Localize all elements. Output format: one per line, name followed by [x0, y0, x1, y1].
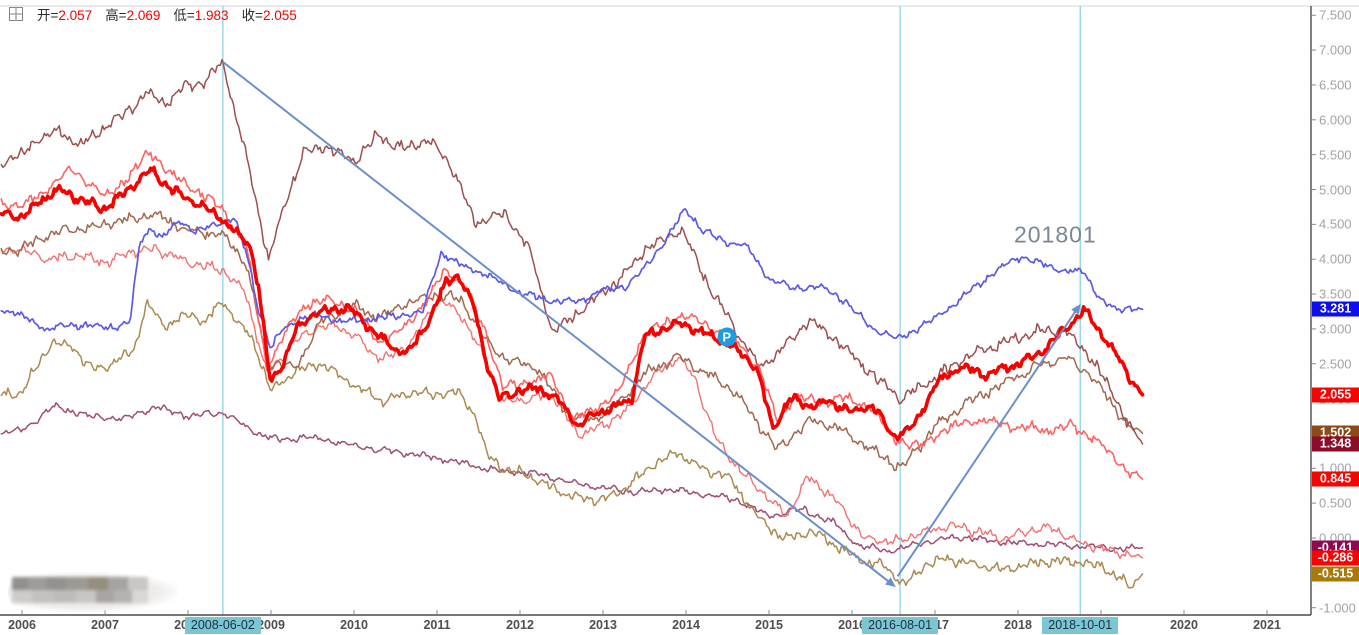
y-tick-label: 0.500 [1319, 495, 1352, 511]
ohlc-close: 收=2.055 [242, 4, 297, 24]
y-tick-label: 7.500 [1319, 7, 1352, 23]
series-line-blue [0, 208, 1144, 349]
cursor-date-label-3: 2018-10-01 [1042, 617, 1119, 634]
high-value: 2.069 [126, 8, 161, 23]
ohlc-high: 高=2.069 [105, 4, 160, 24]
ohlc-open: 开=2.057 [37, 4, 92, 24]
series-line-bold-red [0, 165, 1145, 442]
x-year-label: 2015 [755, 618, 783, 632]
cursor-date-label-2: 2016-08-01 [862, 617, 939, 634]
low-label: 低= [173, 8, 195, 23]
expand-grid-icon[interactable] [7, 6, 24, 23]
x-year-label: 2010 [340, 618, 368, 632]
price-badge-wine: 1.348 [1312, 436, 1359, 452]
y-tick-label: 4.000 [1319, 251, 1352, 267]
price-badge-bold-red: 2.055 [1312, 387, 1359, 403]
trendline-arrowhead-1 [885, 577, 896, 588]
series-line-puce [0, 402, 1144, 554]
y-tick-label: 5.500 [1319, 147, 1352, 163]
x-year-label: 2012 [506, 618, 534, 632]
series-line-wine [0, 58, 1144, 445]
price-badge-salmon-deep: -0.286 [1312, 550, 1359, 566]
x-year-label: 2009 [257, 618, 285, 632]
ohlc-bar: 开=2.057 高=2.069 低=1.983 收=2.055 [7, 4, 297, 24]
x-year-label: 2007 [91, 618, 119, 632]
x-year-label: 2016 [838, 618, 866, 632]
open-label: 开= [37, 8, 59, 23]
x-year-label: 2011 [423, 618, 451, 632]
series-line-khaki [0, 298, 1144, 589]
y-tick-label: 4.500 [1319, 216, 1352, 232]
cursor-date-label-1: 2008-06-02 [184, 617, 261, 634]
price-badge-salmon-light: 0.845 [1312, 471, 1359, 487]
trendline-1[interactable] [222, 61, 893, 585]
low-value: 1.983 [194, 8, 229, 23]
trendline-arrowhead-2 [1071, 303, 1081, 315]
watermark-row [12, 577, 148, 590]
watermark-blur [12, 577, 148, 606]
y-tick-label: 6.500 [1319, 77, 1352, 93]
close-value: 2.055 [262, 8, 297, 23]
price-badge-khaki: -0.515 [1312, 566, 1359, 582]
y-tick-label: 6.000 [1319, 112, 1352, 128]
x-year-label: 2006 [8, 618, 36, 632]
open-value: 2.057 [58, 8, 93, 23]
x-year-label: 2014 [672, 618, 700, 632]
series-line-sienna [0, 210, 1144, 472]
y-tick-label: 2.500 [1319, 356, 1352, 372]
y-tick-label: 3.500 [1319, 286, 1352, 302]
p-marker-icon[interactable]: P [717, 327, 737, 347]
x-year-label: 2021 [1253, 618, 1281, 632]
annotation-201801: 201801 [1013, 221, 1097, 248]
y-tick-label: 7.000 [1319, 42, 1352, 58]
x-year-label: 2018 [1004, 618, 1032, 632]
x-year-label: 2013 [589, 618, 617, 632]
x-year-label: 2020 [1170, 618, 1198, 632]
ohlc-low: 低=1.983 [173, 4, 228, 24]
series-line-salmon-deep [0, 243, 1144, 560]
watermark-row [12, 590, 148, 603]
series-line-salmon-light [0, 149, 1144, 480]
price-badge-blue: 3.281 [1312, 301, 1359, 317]
y-tick-label: -1.000 [1319, 600, 1356, 616]
y-tick-label: 3.000 [1319, 321, 1352, 337]
close-label: 收= [241, 8, 263, 23]
trendline-2[interactable] [896, 307, 1079, 577]
y-tick-label: 5.000 [1319, 182, 1352, 197]
high-label: 高= [105, 8, 127, 23]
